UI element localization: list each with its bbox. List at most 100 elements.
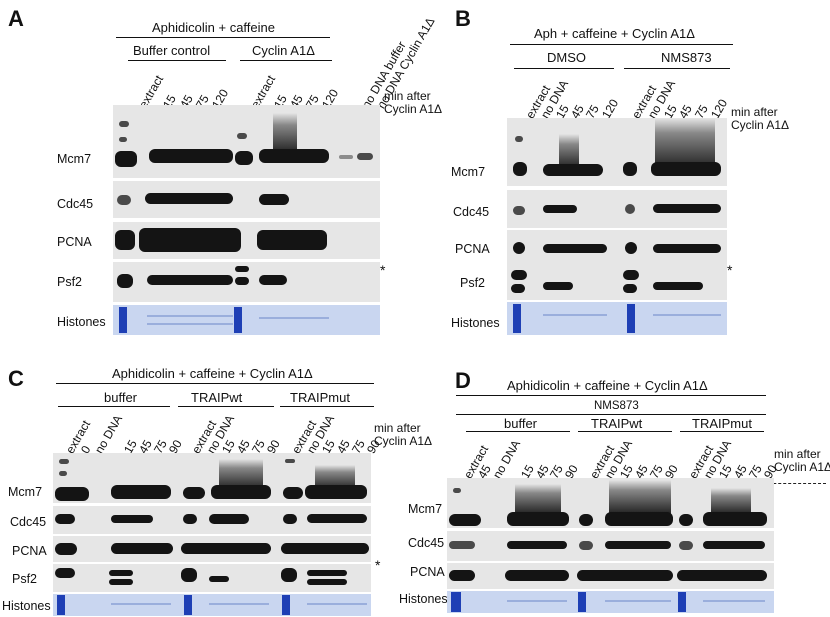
panel-d-title-rule bbox=[456, 395, 766, 396]
panel-c-time-note: min after Cyclin A1Δ bbox=[374, 422, 432, 448]
panel-c-group-buffer: buffer bbox=[104, 390, 138, 405]
panel-b-title-rule bbox=[510, 44, 733, 45]
panel-a-blot-psf2 bbox=[113, 262, 380, 302]
panel-b-row-psf2: Psf2 bbox=[460, 276, 486, 290]
panel-b-blot-psf2 bbox=[507, 266, 727, 300]
panel-a-blot-cdc45 bbox=[113, 181, 380, 218]
panel-b-blot-mcm7 bbox=[507, 118, 727, 186]
lane-label: 15 bbox=[121, 437, 140, 456]
lane-label: 15 bbox=[160, 92, 179, 111]
panel-d-subtitle: NMS873 bbox=[594, 400, 639, 412]
panel-d-group-rule-3 bbox=[680, 431, 764, 432]
panel-a-row-histones: Histones bbox=[57, 315, 106, 329]
panel-b-row-pcna: PCNA bbox=[455, 242, 490, 256]
lane-label: no DNA bbox=[92, 412, 126, 456]
panel-d-label: D bbox=[455, 368, 471, 393]
panel-c-blot-pcna bbox=[53, 536, 371, 562]
panel-a-group-buffer: Buffer control bbox=[133, 43, 211, 58]
panel-d-subtitle-rule bbox=[456, 414, 766, 415]
panel-c-row-cdc45: Cdc45 bbox=[10, 515, 47, 529]
time-note-line-1: min after bbox=[384, 89, 431, 103]
panel-b-group-nms: NMS873 bbox=[661, 50, 712, 65]
panel-b-row-cdc45: Cdc45 bbox=[453, 205, 490, 219]
panel-a-row-psf2: Psf2 bbox=[57, 275, 83, 289]
panel-a-group-cyclin: Cyclin A1Δ bbox=[252, 43, 315, 58]
panel-d-row-pcna: PCNA bbox=[410, 565, 445, 579]
lane-label: 120 bbox=[319, 86, 342, 111]
time-note-line-2: Cyclin A1Δ bbox=[731, 118, 790, 132]
panel-a-label: A bbox=[8, 6, 24, 31]
panel-d-row-mcm7: Mcm7 bbox=[408, 502, 443, 516]
panel-d-row-cdc45: Cdc45 bbox=[408, 536, 445, 550]
lane-label: extract bbox=[523, 82, 554, 121]
panel-b-asterisk: * bbox=[727, 262, 733, 278]
lane-label: extract bbox=[63, 417, 94, 456]
panel-a-title: Aphidicolin + caffeine bbox=[152, 20, 275, 35]
lane-label: extract bbox=[686, 442, 717, 481]
lane-label: extract bbox=[189, 417, 220, 456]
panel-c-group-rule-3 bbox=[280, 406, 374, 407]
lane-label: 120 bbox=[708, 96, 731, 121]
panel-c-row-mcm7: Mcm7 bbox=[8, 485, 43, 499]
panel-d-group-wt: TRAIPwt bbox=[591, 416, 643, 431]
lane-label: no DNA bbox=[490, 437, 524, 481]
panel-d-group-rule-2 bbox=[578, 431, 672, 432]
lane-label: 15 bbox=[271, 92, 290, 111]
panel-c-group-mut: TRAIPmut bbox=[290, 390, 350, 405]
panel-c-group-rule-1 bbox=[58, 406, 170, 407]
panel-c-row-psf2: Psf2 bbox=[12, 572, 38, 586]
panel-a-group-rule-1 bbox=[128, 60, 226, 61]
time-note-line-2: Cyclin A1Δ bbox=[374, 434, 433, 448]
panel-b-label: B bbox=[455, 6, 471, 31]
lane-label: 45 bbox=[177, 92, 196, 111]
panel-c-blot-cdc45 bbox=[53, 506, 371, 534]
panel-a-blot-pcna bbox=[113, 222, 380, 259]
panel-c-blot-histones bbox=[53, 594, 371, 616]
lane-label: extract bbox=[136, 72, 167, 111]
panel-a-asterisk: * bbox=[380, 262, 386, 278]
panel-b-blot-cdc45 bbox=[507, 190, 727, 228]
lane-label: extract bbox=[289, 417, 320, 456]
panel-a-blot-mcm7 bbox=[113, 105, 380, 178]
panel-a-row-mcm7: Mcm7 bbox=[57, 152, 92, 166]
panel-d-title: Aphidicolin + caffeine + Cyclin A1Δ bbox=[507, 378, 708, 393]
time-note-line-2: Cyclin A1Δ bbox=[774, 460, 830, 474]
lane-label: 15 bbox=[518, 462, 537, 481]
time-note-line-1: min after bbox=[774, 447, 821, 461]
panel-d-blot-pcna bbox=[447, 563, 774, 589]
panel-a-blot-histones bbox=[113, 305, 380, 335]
panel-d-time-note: min after Cyclin A1Δ bbox=[774, 448, 830, 474]
panel-c-title: Aphidicolin + caffeine + Cyclin A1Δ bbox=[112, 366, 313, 381]
panel-c-blot-mcm7 bbox=[53, 453, 371, 503]
panel-c-label: C bbox=[8, 366, 24, 391]
panel-c-blot-psf2 bbox=[53, 564, 371, 592]
lane-label: extract bbox=[248, 72, 279, 111]
panel-d-blot-histones bbox=[447, 591, 774, 613]
panel-c-asterisk: * bbox=[375, 557, 381, 573]
lane-label: 120 bbox=[209, 86, 232, 111]
panel-a-row-pcna: PCNA bbox=[57, 235, 92, 249]
panel-b-time-note: min after Cyclin A1Δ bbox=[731, 106, 789, 132]
panel-b-blot-pcna bbox=[507, 230, 727, 266]
panel-b-row-mcm7: Mcm7 bbox=[451, 165, 486, 179]
lane-label: extract bbox=[587, 442, 618, 481]
time-note-line-2: Cyclin A1Δ bbox=[384, 102, 443, 116]
panel-d-group-mut: TRAIPmut bbox=[692, 416, 752, 431]
panel-d-row-histones: Histones bbox=[399, 592, 448, 606]
panel-b-title: Aph + caffeine + Cyclin A1Δ bbox=[534, 26, 695, 41]
panel-d-blot-cdc45 bbox=[447, 531, 774, 561]
lane-label: extract bbox=[629, 82, 660, 121]
panel-a-row-cdc45: Cdc45 bbox=[57, 197, 94, 211]
panel-c-title-rule bbox=[56, 383, 374, 384]
lane-label: 120 bbox=[599, 96, 622, 121]
panel-d-group-rule-1 bbox=[466, 431, 570, 432]
panel-b-group-rule-1 bbox=[514, 68, 614, 69]
panel-b-group-dmso: DMSO bbox=[547, 50, 586, 65]
time-note-line-1: min after bbox=[731, 105, 778, 119]
panel-c-row-histones: Histones bbox=[2, 599, 51, 613]
panel-b-blot-histones bbox=[507, 302, 727, 335]
time-note-line-1: min after bbox=[374, 421, 421, 435]
panel-b-group-rule-2 bbox=[624, 68, 730, 69]
panel-d-blot-mcm7 bbox=[447, 478, 774, 528]
panel-a-group-rule-2 bbox=[240, 60, 332, 61]
